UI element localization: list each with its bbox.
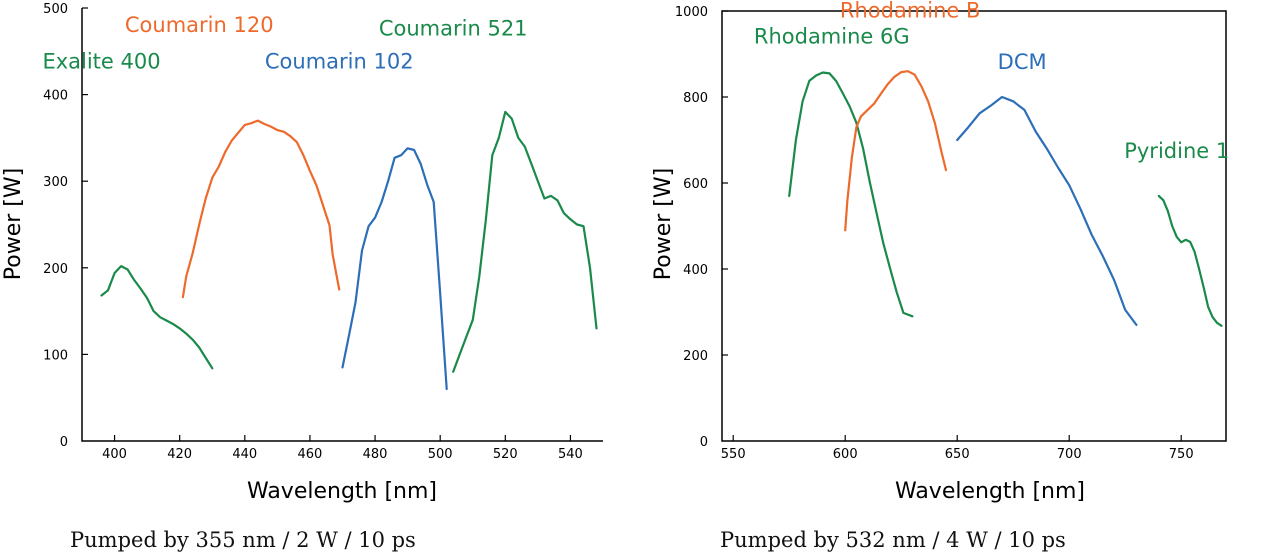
left-series-line-coumarin-102	[341, 147, 448, 391]
right-series-line-pyridine-1	[1157, 194, 1223, 327]
left-series	[100, 110, 598, 391]
right-x-tick-label-750: 750	[1169, 447, 1194, 462]
left-x-tick-label-400: 400	[102, 447, 127, 462]
right-label-rhodamine-6g: Rhodamine 6G	[754, 24, 910, 48]
right-x-axis-label: Wavelength [nm]	[895, 479, 1085, 504]
left-series-line-coumarin-521	[452, 110, 598, 373]
right-series	[788, 70, 1223, 327]
right-ticks: 550 600 650 700 750 0 200 400 600 800 1000	[675, 5, 1194, 462]
left-series-line-exalite-400	[100, 265, 214, 370]
left-x-tick-label-420: 420	[167, 447, 192, 462]
left-x-tick-label-480: 480	[363, 447, 388, 462]
chart-right: 550 600 650 700 750 0 200 400 600 800 1000 Rhodami…	[651, 0, 1229, 552]
left-label-coumarin-120: Coumarin 120	[125, 13, 274, 37]
left-y-tick-label-400: 400	[43, 89, 68, 104]
right-y-tick-label-800: 800	[683, 91, 708, 106]
left-y-tick-label-100: 100	[43, 348, 68, 363]
left-y-axis-label: Power [W]	[1, 168, 26, 280]
right-y-tick-label-0: 0	[700, 435, 708, 450]
left-x-tick-label-440: 440	[232, 447, 257, 462]
left-series-line-coumarin-120	[181, 119, 341, 299]
left-x-axis-label: Wavelength [nm]	[247, 479, 437, 504]
right-series-line-rhodamine-b	[844, 70, 948, 232]
right-y-axis-label: Power [W]	[651, 168, 676, 280]
right-caption: Pumped by 532 nm / 4 W / 10 ps	[720, 528, 1066, 552]
left-caption: Pumped by 355 nm / 2 W / 10 ps	[70, 528, 416, 552]
left-label-exalite-400: Exalite 400	[42, 50, 160, 74]
left-axes-frame	[81, 8, 603, 442]
left-label-coumarin-521: Coumarin 521	[379, 17, 528, 41]
chart-left: 400 420 440 460 480 500 520 540 0 100 200 300 400 500…	[1, 2, 603, 552]
right-label-dcm: DCM	[998, 50, 1047, 74]
right-x-tick-label-550: 550	[721, 447, 746, 462]
left-y-tick-label-500: 500	[43, 2, 68, 17]
left-y-tick-label-0: 0	[60, 435, 68, 450]
left-y-tick-label-200: 200	[43, 262, 68, 277]
right-series-line-dcm	[956, 95, 1138, 326]
left-x-tick-label-540: 540	[558, 447, 583, 462]
right-series-line-rhodamine-6g	[788, 71, 914, 318]
left-label-coumarin-102: Coumarin 102	[265, 50, 414, 74]
right-y-tick-label-200: 200	[683, 349, 708, 364]
right-y-tick-label-600: 600	[683, 177, 708, 192]
left-x-tick-label-500: 500	[428, 447, 453, 462]
right-y-tick-label-1000: 1000	[675, 5, 708, 20]
right-label-pyridine-1: Pyridine 1	[1124, 139, 1229, 163]
right-x-tick-label-700: 700	[1057, 447, 1082, 462]
left-y-tick-label-300: 300	[43, 175, 68, 190]
left-x-tick-label-460: 460	[298, 447, 323, 462]
right-axes-frame	[721, 10, 1227, 442]
right-x-tick-label-650: 650	[945, 447, 970, 462]
right-x-tick-label-600: 600	[833, 447, 858, 462]
right-label-rhodamine-b: Rhodamine B	[840, 0, 981, 22]
left-annotations: Exalite 400 Coumarin 120 Coumarin 102 Couma…	[42, 13, 527, 73]
right-y-tick-label-400: 400	[683, 263, 708, 278]
left-ticks: 400 420 440 460 480 500 520 540 0 100 200 300 400 500	[43, 2, 583, 462]
left-x-tick-label-520: 520	[493, 447, 518, 462]
